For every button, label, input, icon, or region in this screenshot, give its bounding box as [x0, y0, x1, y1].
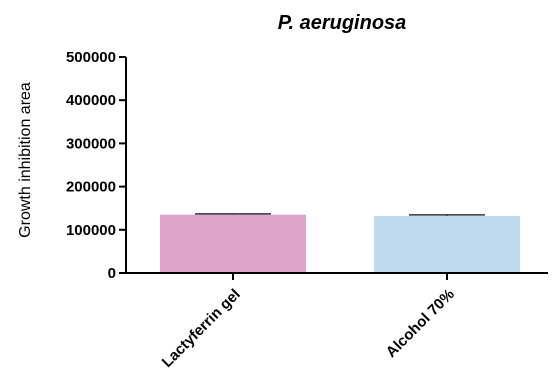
y-tick-label: 100000 — [66, 222, 116, 239]
y-tick-label: 300000 — [66, 135, 116, 152]
chart-title: P. aeruginosa — [278, 12, 407, 34]
category-labels-layer: Lactyferrin gel Alcohol 70% — [159, 273, 458, 371]
y-ticks-layer: 0 100000 200000 300000 400000 500000 — [66, 49, 126, 282]
y-axis-label: Growth inhibition area — [17, 82, 34, 238]
y-tick-label: 200000 — [66, 179, 116, 196]
category-label: Lactyferrin gel — [159, 286, 244, 371]
y-tick-label: 0 — [108, 265, 116, 282]
bars-layer — [160, 214, 520, 273]
bar — [160, 214, 306, 273]
error-bars-layer — [195, 213, 485, 216]
y-tick-label: 400000 — [66, 92, 116, 109]
y-tick-label: 500000 — [66, 49, 116, 66]
category-label: Alcohol 70% — [383, 286, 458, 361]
bar — [374, 215, 520, 273]
